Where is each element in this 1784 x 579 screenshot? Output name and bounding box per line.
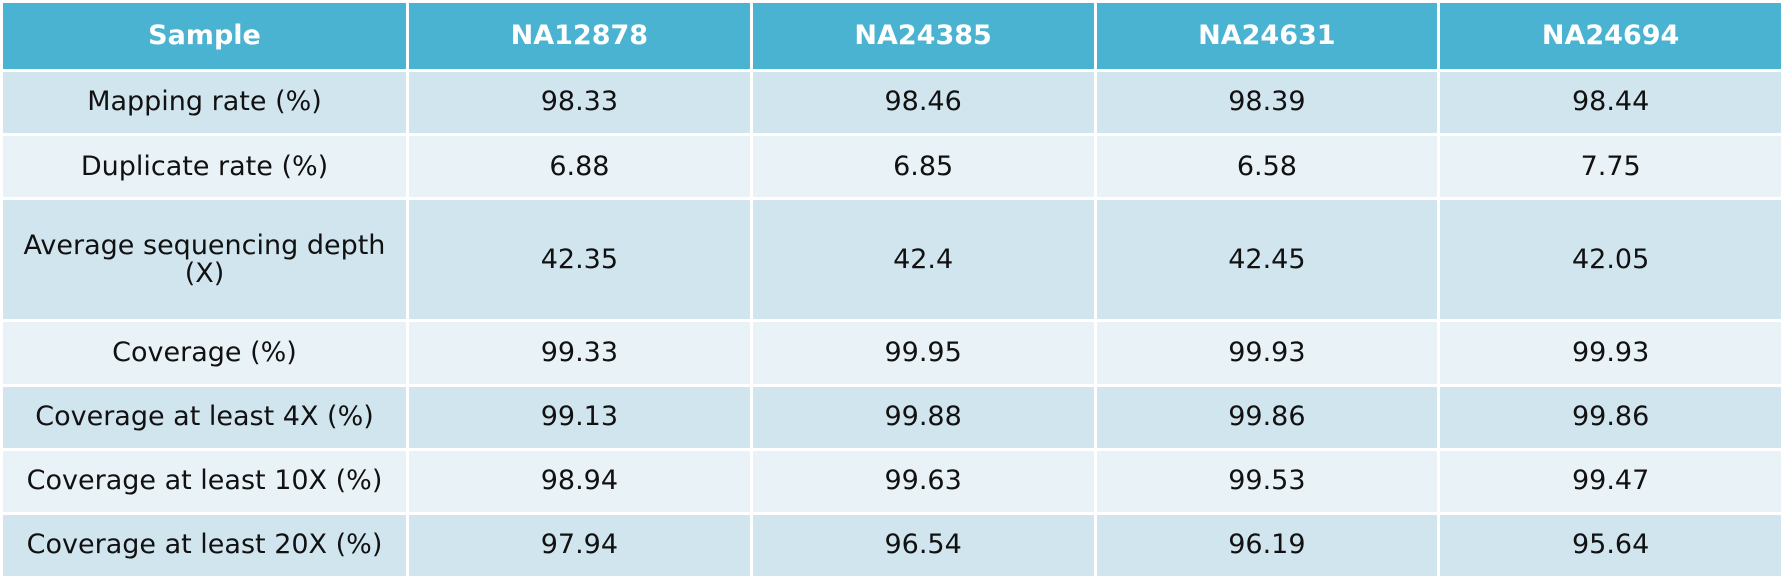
value-cell: 98.39 bbox=[1093, 68, 1441, 137]
row-label: Average sequencing depth (X) bbox=[0, 197, 409, 323]
value-cell: 96.19 bbox=[1093, 511, 1441, 579]
row-label: Mapping rate (%) bbox=[0, 68, 409, 137]
value-cell: 42.35 bbox=[406, 197, 753, 323]
header-cell: NA24631 bbox=[1093, 0, 1441, 72]
value-cell: 98.33 bbox=[406, 68, 753, 137]
table-row: Average sequencing depth (X) 42.35 42.4 42.… bbox=[0, 197, 1784, 323]
header-cell: NA24694 bbox=[1437, 0, 1784, 72]
value-cell: 99.13 bbox=[406, 383, 753, 451]
value-cell: 99.47 bbox=[1437, 447, 1784, 515]
table-row: Coverage at least 20X (%) 97.94 96.54 96.19… bbox=[0, 511, 1784, 579]
value-cell: 97.94 bbox=[406, 511, 753, 579]
value-cell: 99.93 bbox=[1093, 319, 1441, 387]
value-cell: 95.64 bbox=[1437, 511, 1784, 579]
value-cell: 99.63 bbox=[749, 447, 1097, 515]
value-cell: 96.54 bbox=[749, 511, 1097, 579]
value-cell: 99.53 bbox=[1093, 447, 1441, 515]
value-cell: 99.93 bbox=[1437, 319, 1784, 387]
value-cell: 99.95 bbox=[749, 319, 1097, 387]
row-label: Coverage at least 10X (%) bbox=[0, 447, 409, 515]
table-row: Mapping rate (%) 98.33 98.46 98.39 98.44 bbox=[0, 68, 1784, 137]
value-cell: 99.33 bbox=[406, 319, 753, 387]
table-row: Coverage (%) 99.33 99.95 99.93 99.93 bbox=[0, 319, 1784, 387]
value-cell: 42.05 bbox=[1437, 197, 1784, 323]
value-cell: 99.86 bbox=[1437, 383, 1784, 451]
value-cell: 99.86 bbox=[1093, 383, 1441, 451]
value-cell: 6.58 bbox=[1093, 133, 1441, 201]
row-label: Coverage at least 20X (%) bbox=[0, 511, 409, 579]
value-cell: 6.88 bbox=[406, 133, 753, 201]
table-row: Coverage at least 10X (%) 98.94 99.63 99.53… bbox=[0, 447, 1784, 515]
value-cell: 98.44 bbox=[1437, 68, 1784, 137]
row-label: Duplicate rate (%) bbox=[0, 133, 409, 201]
value-cell: 98.94 bbox=[406, 447, 753, 515]
value-cell: 98.46 bbox=[749, 68, 1097, 137]
table-row: Duplicate rate (%) 6.88 6.85 6.58 7.75 bbox=[0, 133, 1784, 201]
value-cell: 7.75 bbox=[1437, 133, 1784, 201]
value-cell: 6.85 bbox=[749, 133, 1097, 201]
row-label: Coverage (%) bbox=[0, 319, 409, 387]
header-cell: NA12878 bbox=[406, 0, 753, 72]
table-row: Coverage at least 4X (%) 99.13 99.88 99.86 9… bbox=[0, 383, 1784, 451]
header-cell: Sample bbox=[0, 0, 409, 72]
value-cell: 42.45 bbox=[1093, 197, 1441, 323]
table-body: Mapping rate (%) 98.33 98.46 98.39 98.44 Dupl… bbox=[0, 68, 1784, 579]
header-cell: NA24385 bbox=[749, 0, 1097, 72]
header-row: Sample NA12878 NA24385 NA24631 NA24694 bbox=[0, 0, 1784, 72]
row-label: Coverage at least 4X (%) bbox=[0, 383, 409, 451]
value-cell: 99.88 bbox=[749, 383, 1097, 451]
value-cell: 42.4 bbox=[749, 197, 1097, 323]
